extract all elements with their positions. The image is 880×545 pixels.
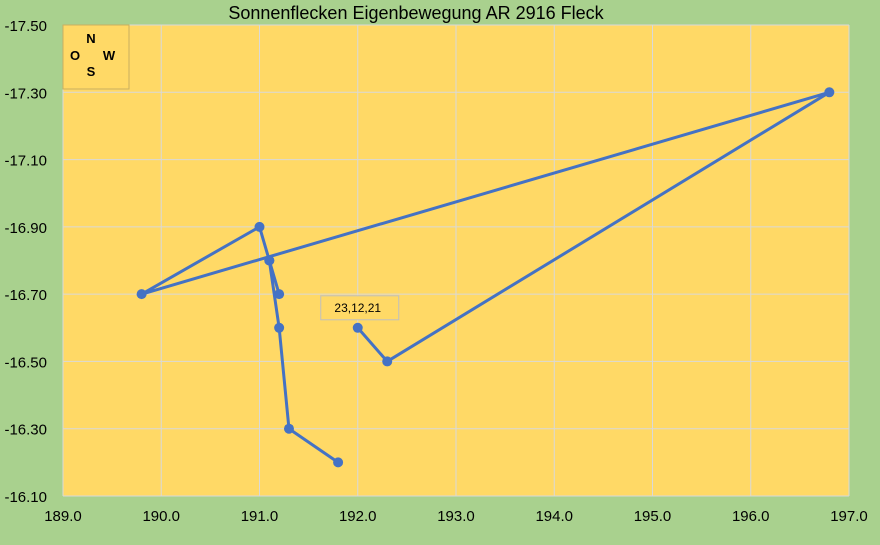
data-point — [264, 255, 275, 266]
y-tick-label: -17.10 — [4, 153, 47, 170]
y-axis: -17.50 -17.30 -17.10 -16.90 -16.70 -16.50 -16.… — [4, 18, 47, 506]
data-point — [333, 457, 344, 468]
compass-east: O — [70, 48, 80, 63]
grid — [62, 24, 850, 497]
x-tick-label: 189.0 — [44, 508, 82, 525]
x-tick-label: 193.0 — [437, 508, 475, 525]
data-point — [382, 356, 393, 367]
data-point — [352, 322, 363, 333]
x-tick-label: 191.0 — [241, 508, 279, 525]
y-tick-label: -17.50 — [4, 18, 47, 35]
x-tick-label: 192.0 — [339, 508, 377, 525]
annotations: 23,12,21 — [320, 295, 400, 321]
annotation-box — [320, 295, 400, 321]
data-point — [274, 322, 285, 333]
data-point — [254, 221, 265, 232]
y-tick-label: -16.90 — [4, 220, 47, 237]
compass-box — [62, 24, 130, 90]
data-point — [283, 423, 294, 434]
x-tick-label: 196.0 — [732, 508, 770, 525]
compass-west: W — [103, 48, 116, 63]
annotation-label: 23,12,21 — [334, 301, 381, 315]
data-point — [274, 289, 285, 300]
data-point — [136, 289, 147, 300]
x-tick-label: 197.0 — [830, 508, 868, 525]
chart-title: Sonnenflecken Eigenbewegung AR 2916 Flec… — [228, 3, 604, 23]
series-group — [136, 87, 835, 468]
data-point — [824, 87, 835, 98]
y-tick-label: -16.70 — [4, 287, 47, 304]
x-tick-label: 195.0 — [634, 508, 672, 525]
y-tick-label: -17.30 — [4, 85, 47, 102]
y-tick-label: -16.50 — [4, 354, 47, 371]
x-tick-label: 190.0 — [142, 508, 180, 525]
compass-north: N — [86, 31, 95, 46]
y-tick-label: -16.30 — [4, 422, 47, 439]
compass-south: S — [87, 64, 96, 79]
x-axis: 189.0 190.0 191.0 192.0 193.0 194.0 195.0 196.0… — [44, 508, 868, 525]
y-tick-label: -16.10 — [4, 489, 47, 506]
compass-legend: N O W S — [62, 24, 130, 90]
x-tick-label: 194.0 — [535, 508, 573, 525]
